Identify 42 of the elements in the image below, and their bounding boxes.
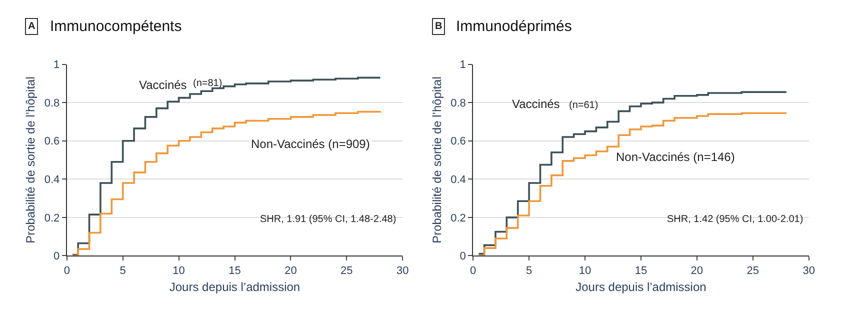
text: Vaccinés xyxy=(512,97,560,111)
y-tick-label: 0.8 xyxy=(450,97,466,110)
y-tick-label: 1 xyxy=(460,59,466,72)
x-tick-label: 25 xyxy=(746,264,760,277)
chart-title: Immunodéprimés xyxy=(456,18,572,35)
annotation: SHR, 1.91 (95% CI, 1.48-2.48) xyxy=(260,214,396,225)
x-tick-label: 0 xyxy=(64,264,70,277)
y-axis-title: Probabilité de sortie de l’hôpital xyxy=(430,76,444,244)
x-tick-label: 0 xyxy=(470,264,476,277)
y-tick-label: 1 xyxy=(54,59,60,72)
x-tick-label: 25 xyxy=(340,264,353,277)
y-tick-label: 0 xyxy=(460,250,466,263)
series-label: Non-Vaccinés (n=146) xyxy=(616,150,735,164)
y-tick-label: 0.4 xyxy=(44,174,60,186)
x-tick-label: 30 xyxy=(396,264,409,277)
annotation: SHR, 1.42 (95% CI, 1.00-2.01) xyxy=(667,214,804,225)
x-tick-label: 15 xyxy=(634,264,648,277)
y-tick-label: 0.2 xyxy=(450,212,466,224)
chart-title: Immunocompétents xyxy=(50,18,182,35)
text: A xyxy=(28,21,36,32)
y-axis-title: Probabilité de sortie de l’hôpital xyxy=(24,76,38,244)
x-tick-label: 30 xyxy=(802,264,815,277)
series-label: Vaccinés xyxy=(139,78,187,92)
x-tick-label: 5 xyxy=(526,264,532,277)
x-tick-label: 15 xyxy=(228,264,241,277)
y-tick-label: 0.2 xyxy=(44,212,60,224)
text: B xyxy=(435,21,442,32)
x-axis-title: Jours depuis l’admission xyxy=(169,280,300,294)
annotation: (n=81) xyxy=(193,78,222,89)
y-tick-label: 0.8 xyxy=(44,97,60,110)
y-tick-label: 0.6 xyxy=(44,136,60,148)
x-tick-label: 10 xyxy=(578,264,592,277)
x-axis-title: Jours depuis l’admission xyxy=(576,280,706,294)
x-tick-label: 20 xyxy=(284,264,297,277)
series-label: Non-Vaccinés (n=909) xyxy=(251,137,370,151)
y-tick-label: 0.6 xyxy=(450,136,466,148)
x-tick-label: 5 xyxy=(120,264,126,277)
y-tick-label: 0.4 xyxy=(450,174,466,186)
x-tick-label: 20 xyxy=(690,264,704,277)
y-tick-label: 0 xyxy=(54,250,60,263)
annotation: (n=61) xyxy=(569,100,598,111)
x-tick-label: 10 xyxy=(172,264,185,277)
